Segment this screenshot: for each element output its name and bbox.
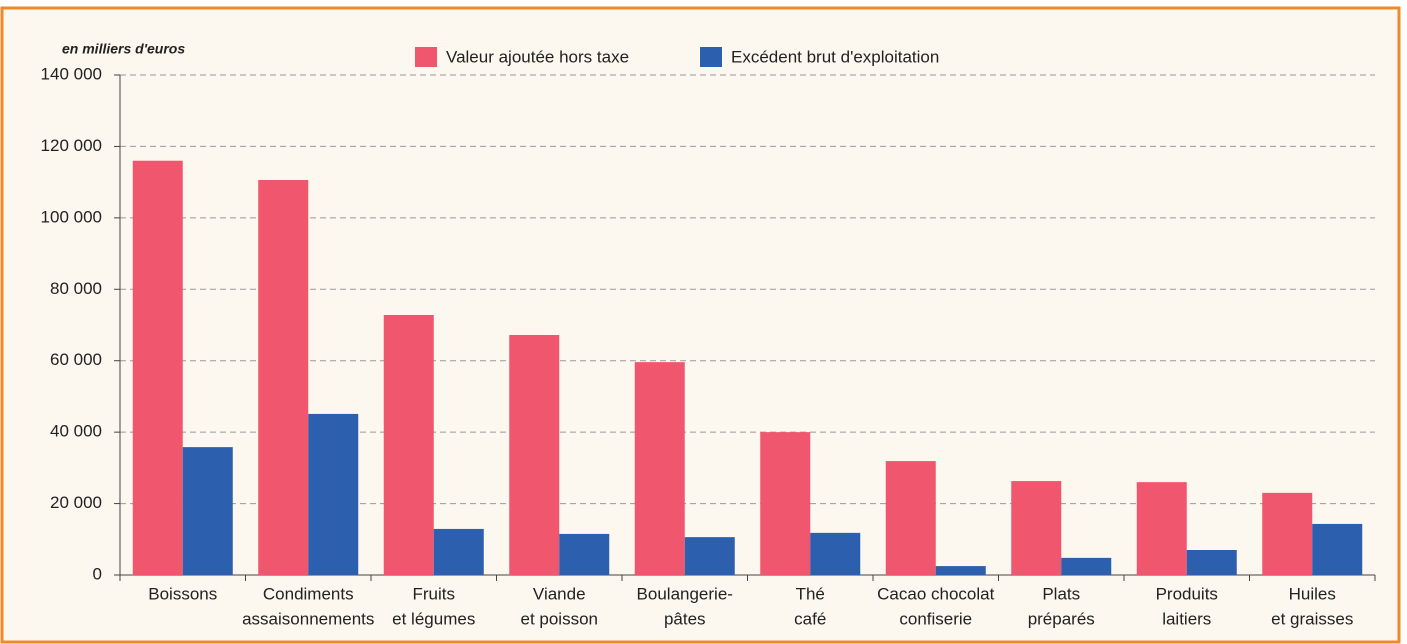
x-tick-label: pâtes bbox=[664, 609, 706, 628]
bar bbox=[258, 180, 309, 575]
bar bbox=[935, 566, 986, 575]
x-tick-label: Cacao chocolat bbox=[877, 584, 994, 603]
legend-swatch bbox=[700, 47, 722, 67]
bar bbox=[1186, 550, 1237, 575]
x-tick-label: Boissons bbox=[148, 584, 217, 603]
y-tick-label: 80 000 bbox=[50, 279, 102, 298]
x-tick-label: et légumes bbox=[392, 609, 475, 628]
x-tick-label: café bbox=[794, 609, 826, 628]
bar bbox=[509, 335, 560, 575]
x-tick-label: laitiers bbox=[1162, 609, 1211, 628]
bar bbox=[1262, 492, 1313, 575]
bar bbox=[684, 537, 735, 575]
x-tick-label: Thé bbox=[796, 584, 825, 603]
x-tick-label: Viande bbox=[533, 584, 586, 603]
y-tick-label: 140 000 bbox=[41, 64, 102, 83]
unit-label: en milliers d'euros bbox=[62, 41, 185, 57]
bar bbox=[1136, 482, 1187, 575]
bar bbox=[634, 362, 685, 575]
x-tick-label: Boulangerie- bbox=[637, 584, 733, 603]
y-tick-label: 60 000 bbox=[50, 350, 102, 369]
x-tick-label: Fruits bbox=[413, 584, 456, 603]
x-tick-label: et graisses bbox=[1271, 609, 1353, 628]
bar bbox=[433, 528, 484, 575]
x-tick-label: Huiles bbox=[1289, 584, 1336, 603]
x-tick-label: confiserie bbox=[899, 609, 972, 628]
bar bbox=[1011, 481, 1062, 575]
y-tick-label: 20 000 bbox=[50, 493, 102, 512]
y-tick-label: 120 000 bbox=[41, 136, 102, 155]
bar bbox=[1312, 523, 1363, 575]
y-tick-label: 40 000 bbox=[50, 422, 102, 441]
x-tick-label: Condiments bbox=[263, 584, 354, 603]
x-tick-label: et poisson bbox=[521, 609, 599, 628]
bar bbox=[132, 160, 183, 575]
bar bbox=[383, 315, 434, 575]
legend-swatch bbox=[415, 47, 437, 67]
y-tick-label: 100 000 bbox=[41, 207, 102, 226]
y-tick-label: 0 bbox=[93, 564, 102, 583]
bar bbox=[182, 447, 233, 575]
bar bbox=[810, 532, 861, 575]
bar bbox=[1061, 557, 1112, 575]
bar bbox=[760, 432, 811, 575]
x-tick-label: assaisonnements bbox=[242, 609, 374, 628]
bar bbox=[885, 461, 936, 575]
x-tick-label: Plats bbox=[1042, 584, 1080, 603]
legend-label: Valeur ajoutée hors taxe bbox=[446, 47, 629, 66]
x-tick-label: préparés bbox=[1028, 609, 1095, 628]
legend-label: Excédent brut d'exploitation bbox=[731, 47, 939, 66]
bar bbox=[308, 413, 359, 575]
bar bbox=[559, 533, 610, 575]
x-tick-label: Produits bbox=[1156, 584, 1218, 603]
